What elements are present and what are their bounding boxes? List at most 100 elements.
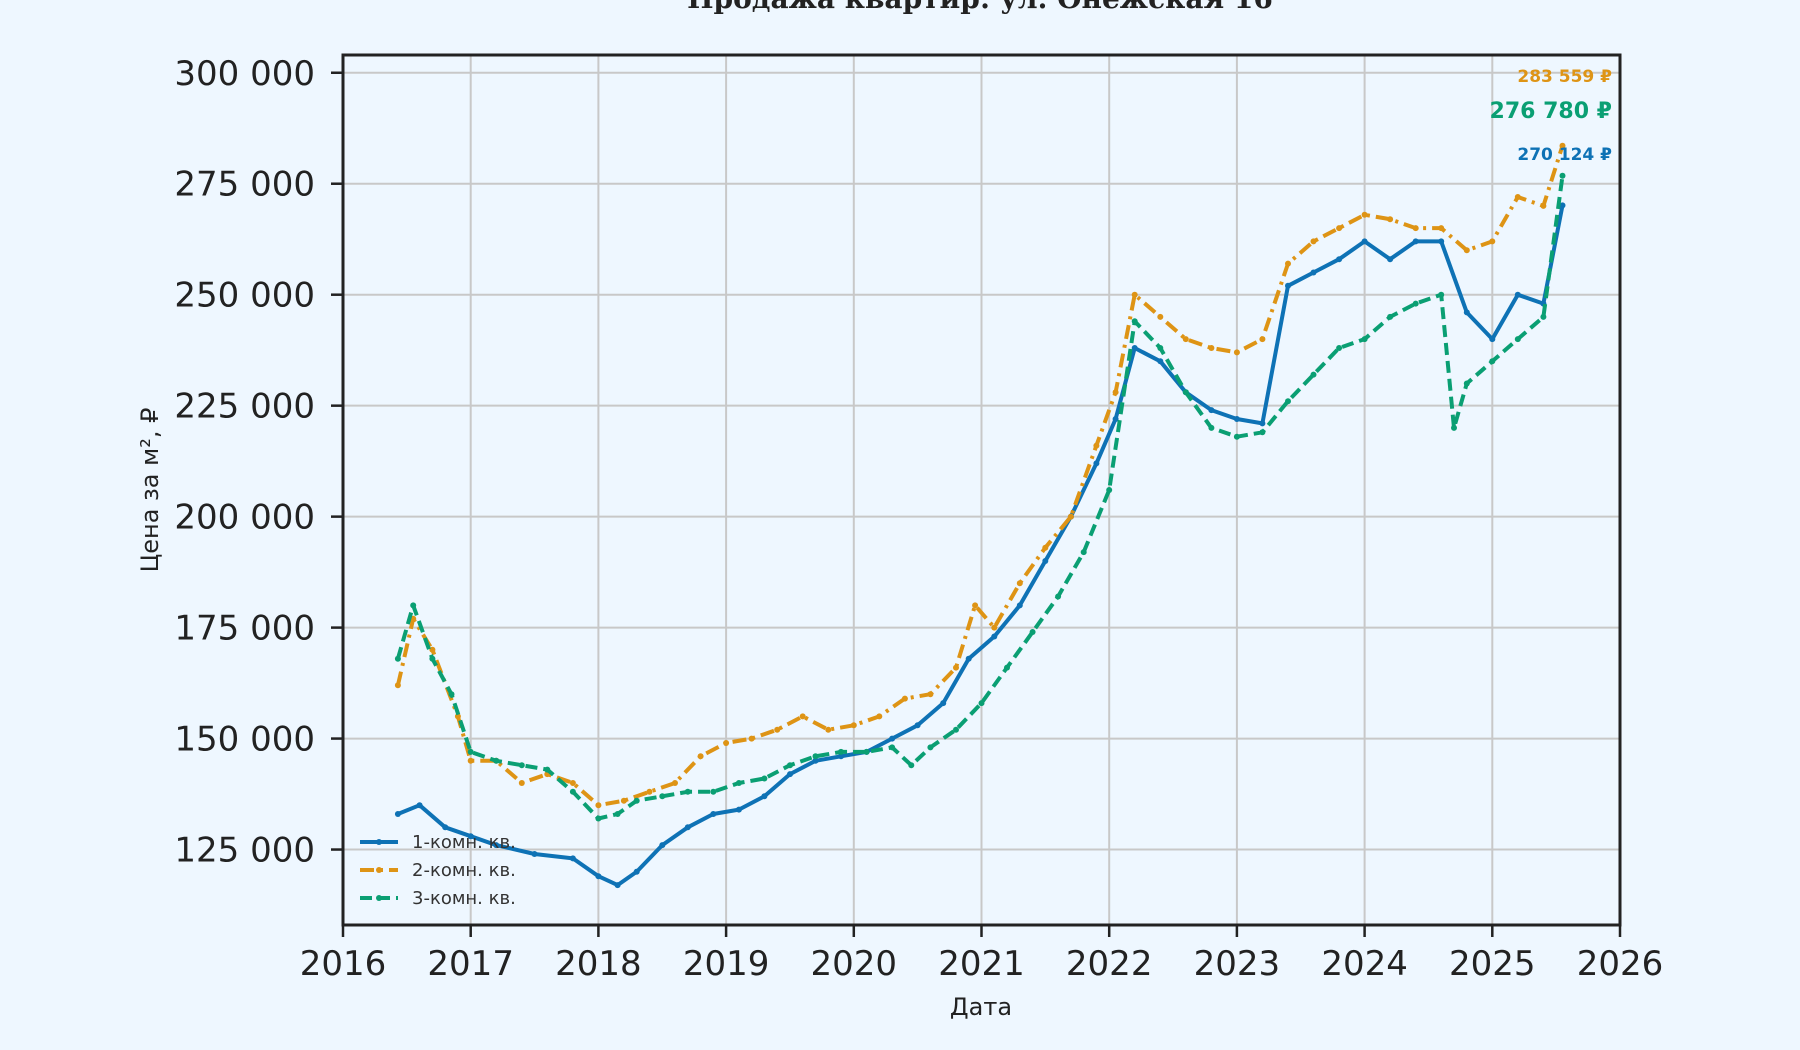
y-tick-label: 175 000 bbox=[174, 609, 315, 649]
data-point bbox=[1233, 416, 1240, 422]
data-point bbox=[812, 753, 819, 760]
y-tick-label: 250 000 bbox=[174, 276, 315, 316]
data-point bbox=[595, 802, 602, 809]
x-tick-label: 2018 bbox=[555, 944, 642, 984]
data-point bbox=[467, 833, 474, 840]
data-point bbox=[1489, 238, 1496, 245]
data-point bbox=[1029, 629, 1036, 635]
data-point bbox=[710, 811, 717, 817]
data-point bbox=[1310, 238, 1317, 245]
data-point bbox=[1233, 433, 1240, 440]
y-tick-label: 125 000 bbox=[174, 831, 315, 871]
data-point bbox=[614, 811, 621, 817]
data-point bbox=[1067, 513, 1074, 520]
x-axis-label: Дата bbox=[950, 993, 1012, 1021]
data-point bbox=[569, 788, 576, 795]
data-point bbox=[614, 882, 621, 889]
data-point bbox=[1361, 238, 1368, 245]
x-tick-label: 2022 bbox=[1066, 944, 1153, 984]
data-point bbox=[812, 757, 819, 764]
data-point bbox=[1285, 282, 1291, 289]
data-point bbox=[1157, 358, 1164, 365]
series-layer bbox=[394, 142, 1566, 889]
data-point bbox=[646, 788, 653, 795]
data-point bbox=[940, 700, 947, 707]
end-value-label: 283 559 ₽ bbox=[1517, 67, 1612, 87]
data-point bbox=[1055, 593, 1062, 600]
data-point bbox=[1451, 424, 1457, 431]
data-point bbox=[1106, 487, 1113, 493]
data-point bbox=[838, 748, 844, 755]
data-point bbox=[1463, 309, 1470, 316]
data-point bbox=[908, 762, 915, 769]
data-point bbox=[1016, 580, 1023, 587]
data-point bbox=[1310, 269, 1317, 276]
grid bbox=[342, 55, 1621, 925]
data-point bbox=[1387, 216, 1394, 223]
data-point bbox=[684, 788, 691, 795]
data-point bbox=[1361, 336, 1368, 343]
data-point bbox=[1559, 142, 1566, 149]
data-point bbox=[1112, 416, 1119, 422]
data-point bbox=[978, 700, 985, 707]
data-point bbox=[1157, 345, 1164, 351]
data-point bbox=[1412, 238, 1419, 245]
data-point bbox=[991, 624, 998, 631]
data-point bbox=[394, 682, 401, 689]
data-point bbox=[889, 735, 896, 742]
data-point bbox=[723, 740, 730, 746]
data-point bbox=[1208, 345, 1215, 351]
data-point bbox=[429, 646, 436, 653]
data-point bbox=[1182, 336, 1189, 343]
data-point bbox=[672, 780, 678, 786]
y-tick-label: 200 000 bbox=[174, 498, 315, 538]
data-point bbox=[493, 842, 500, 849]
data-point bbox=[1131, 345, 1138, 351]
data-point bbox=[1361, 211, 1368, 218]
x-tick-label: 2016 bbox=[300, 944, 387, 984]
y-tick-label: 300 000 bbox=[174, 54, 315, 94]
data-point bbox=[1208, 424, 1215, 431]
data-point bbox=[1438, 291, 1445, 298]
data-point bbox=[953, 664, 959, 671]
legend-label: 3-комн. кв. bbox=[412, 888, 516, 909]
data-point bbox=[684, 824, 691, 831]
data-point bbox=[416, 802, 423, 809]
x-tick-label: 2026 bbox=[1577, 944, 1664, 984]
series-line bbox=[395, 145, 1565, 808]
data-point bbox=[394, 811, 401, 817]
data-point bbox=[901, 695, 908, 702]
data-point bbox=[1285, 398, 1291, 405]
data-point bbox=[1463, 247, 1470, 254]
data-point bbox=[1182, 389, 1189, 396]
series-2 bbox=[394, 142, 1566, 809]
data-point bbox=[972, 602, 979, 609]
data-point bbox=[1080, 549, 1087, 556]
data-point bbox=[1514, 291, 1521, 298]
data-point bbox=[1387, 313, 1394, 320]
data-point bbox=[761, 793, 768, 800]
y-tick-label: 275 000 bbox=[174, 165, 315, 205]
x-tick-label: 2019 bbox=[683, 944, 770, 984]
data-point bbox=[1438, 238, 1445, 245]
legend-label: 1-комн. кв. bbox=[412, 832, 516, 853]
series-3 bbox=[394, 172, 1566, 822]
data-point bbox=[467, 748, 474, 755]
data-point bbox=[493, 757, 500, 764]
legend-marker bbox=[376, 867, 382, 873]
data-point bbox=[1336, 225, 1343, 232]
data-point bbox=[1438, 225, 1445, 232]
legend: 1-комн. кв. 2-комн. кв. 3-комн. кв. bbox=[360, 832, 516, 909]
data-point bbox=[1157, 313, 1164, 320]
data-point bbox=[429, 655, 436, 662]
end-value-label: 276 780 ₽ bbox=[1490, 99, 1612, 124]
data-point bbox=[710, 788, 717, 795]
data-point bbox=[991, 633, 998, 640]
data-point bbox=[1489, 336, 1496, 343]
legend-marker bbox=[376, 895, 382, 901]
data-point bbox=[518, 762, 525, 769]
data-point bbox=[659, 793, 666, 800]
data-point bbox=[1042, 544, 1049, 551]
data-point bbox=[927, 691, 934, 698]
